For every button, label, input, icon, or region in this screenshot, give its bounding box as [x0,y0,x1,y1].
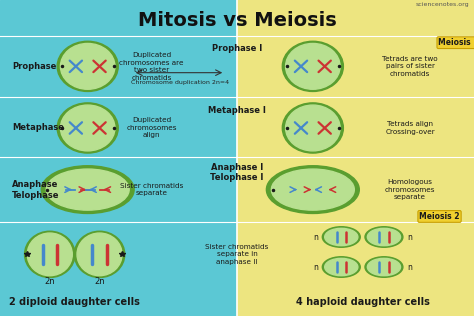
Ellipse shape [283,103,343,153]
Ellipse shape [367,228,401,246]
Text: Homologous
chromosomes
separate: Homologous chromosomes separate [385,179,435,200]
Text: n: n [408,263,412,271]
Text: 4 haploid daughter cells: 4 haploid daughter cells [296,297,429,307]
Text: Sister chromatids
separate in
anaphase II: Sister chromatids separate in anaphase I… [205,244,269,265]
Ellipse shape [60,43,115,89]
Bar [0,41,237,316]
Text: n: n [313,263,318,271]
Text: sciencenotes.org: sciencenotes.org [416,2,469,7]
Text: Meiosis 2: Meiosis 2 [419,212,460,221]
Ellipse shape [285,43,340,89]
Ellipse shape [365,227,403,247]
Text: Tetrads align
Crossing-over: Tetrads align Crossing-over [385,121,435,135]
Ellipse shape [57,103,118,153]
Text: Prophase I: Prophase I [212,45,262,53]
Ellipse shape [325,258,358,276]
Text: Meiosis I: Meiosis I [438,38,474,47]
Ellipse shape [27,233,72,276]
Text: Sister chromatids
separate: Sister chromatids separate [120,183,183,196]
Text: Duplicated
chromosomes
align: Duplicated chromosomes align [127,118,177,138]
Ellipse shape [322,227,360,247]
Text: Prophase: Prophase [12,62,56,71]
Text: Anaphase I
Telophase I: Anaphase I Telophase I [210,162,264,182]
Text: 2n: 2n [45,277,55,286]
Text: Metaphase I: Metaphase I [208,106,266,115]
Text: Chromosome duplication 2n=4: Chromosome duplication 2n=4 [131,80,229,85]
Text: 2n: 2n [94,277,105,286]
Ellipse shape [74,231,125,277]
Ellipse shape [283,41,343,91]
Ellipse shape [325,228,358,246]
Text: 2 diploid daughter cells: 2 diploid daughter cells [9,297,140,307]
Text: Duplicated
chromosomes are
two sister
chromatids: Duplicated chromosomes are two sister ch… [119,52,184,81]
Text: n: n [408,233,412,241]
Bar [0,0,237,41]
Bar [237,41,474,316]
Text: n: n [313,233,318,241]
Text: Anaphase
Telophase: Anaphase Telophase [12,179,59,200]
Ellipse shape [322,257,360,277]
Ellipse shape [41,166,134,214]
Text: Mitosis vs Meiosis: Mitosis vs Meiosis [137,11,337,30]
Ellipse shape [266,166,359,214]
Ellipse shape [57,41,118,91]
Ellipse shape [46,169,129,210]
Ellipse shape [285,105,340,151]
Ellipse shape [77,233,122,276]
Ellipse shape [365,257,403,277]
Text: Tetrads are two
pairs of sister
chromatids: Tetrads are two pairs of sister chromati… [382,56,438,77]
Ellipse shape [271,169,355,210]
Ellipse shape [367,258,401,276]
Text: Metaphase: Metaphase [12,124,64,132]
Bar [237,0,474,41]
Ellipse shape [25,231,75,277]
Ellipse shape [60,105,115,151]
